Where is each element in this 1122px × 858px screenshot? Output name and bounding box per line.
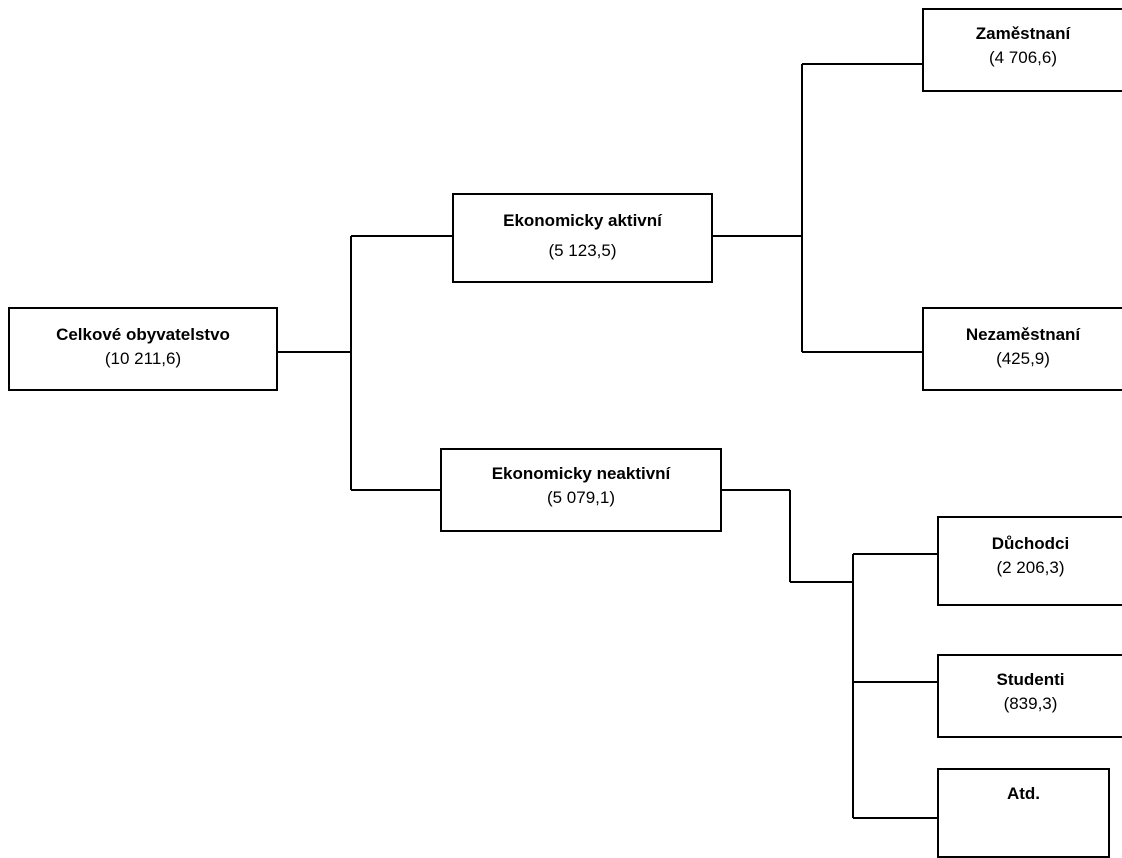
- node-title: Ekonomicky aktivní: [503, 211, 662, 230]
- node-title: Důchodci: [991, 534, 1070, 553]
- node-value: (425,9): [996, 349, 1050, 368]
- node-atd: Atd.: [937, 768, 1110, 858]
- node-value: (10 211,6): [104, 349, 182, 368]
- node-title: Studenti: [996, 670, 1065, 689]
- node-title: Nezaměstnaní: [965, 325, 1081, 344]
- node-title: Atd.: [1006, 784, 1041, 803]
- node-value: (839,3): [1003, 694, 1058, 713]
- node-value: (5 079,1): [546, 488, 616, 507]
- node-celkove-obyvatelstvo: Celkové obyvatelstvo (10 211,6): [8, 307, 278, 391]
- node-value: (4 706,6): [988, 48, 1058, 67]
- node-duchodci: Důchodci (2 206,3): [937, 516, 1122, 606]
- node-value: (2 206,3): [996, 558, 1065, 577]
- node-nezamestnani: Nezaměstnaní (425,9): [922, 307, 1122, 391]
- node-title: Zaměstnaní: [975, 24, 1071, 43]
- node-title: Ekonomicky neaktivní: [491, 464, 671, 483]
- node-studenti: Studenti (839,3): [937, 654, 1122, 738]
- node-ekonomicky-neaktivni: Ekonomicky neaktivní (5 079,1): [440, 448, 722, 532]
- node-ekonomicky-aktivni: Ekonomicky aktivní (5 123,5): [452, 193, 713, 283]
- node-value: (5 123,5): [548, 241, 617, 260]
- node-title: Celkové obyvatelstvo: [56, 325, 230, 344]
- node-zamestnani: Zaměstnaní (4 706,6): [922, 8, 1122, 92]
